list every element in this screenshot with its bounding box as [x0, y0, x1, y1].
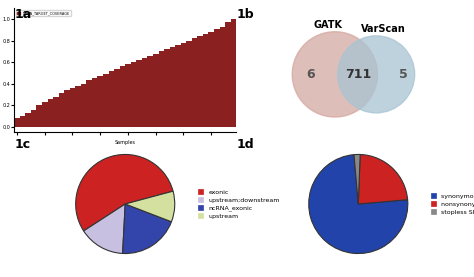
Text: 5: 5: [399, 68, 408, 81]
Bar: [20, 116, 25, 127]
Wedge shape: [76, 155, 173, 231]
Bar: [231, 19, 236, 127]
Bar: [98, 76, 103, 127]
Bar: [147, 56, 153, 127]
Bar: [36, 105, 42, 127]
Bar: [81, 84, 86, 127]
Bar: [125, 64, 131, 127]
Bar: [219, 27, 225, 127]
X-axis label: Samples: Samples: [115, 140, 136, 145]
Bar: [214, 29, 219, 127]
Bar: [153, 53, 158, 127]
Wedge shape: [309, 155, 408, 253]
Bar: [64, 90, 70, 127]
Wedge shape: [123, 204, 172, 253]
Bar: [197, 36, 203, 127]
Bar: [131, 62, 137, 127]
Bar: [142, 58, 147, 127]
Text: 1a: 1a: [14, 8, 31, 21]
Circle shape: [292, 32, 377, 117]
Text: 1d: 1d: [237, 138, 255, 152]
Bar: [119, 66, 125, 127]
Bar: [59, 93, 64, 127]
Bar: [53, 97, 59, 127]
Bar: [14, 118, 20, 127]
Bar: [70, 88, 75, 127]
Bar: [31, 109, 36, 127]
Circle shape: [337, 36, 415, 113]
Bar: [209, 32, 214, 127]
Text: 711: 711: [345, 68, 372, 81]
Text: 6: 6: [306, 68, 314, 81]
Bar: [92, 78, 98, 127]
Bar: [103, 74, 109, 127]
Bar: [47, 99, 53, 127]
Legend: synonymous SNV, nonsynonymous SNV, stopless SNV: synonymous SNV, nonsynonymous SNV, stopl…: [429, 192, 474, 216]
Bar: [109, 71, 114, 127]
Bar: [25, 113, 31, 127]
Bar: [75, 86, 81, 127]
Bar: [203, 34, 209, 127]
Bar: [186, 41, 192, 127]
Wedge shape: [354, 155, 360, 204]
Bar: [175, 45, 181, 127]
Bar: [170, 47, 175, 127]
Bar: [192, 39, 197, 127]
Bar: [181, 43, 186, 127]
Legend: exonic, upstream;downstream, ncRNA_exonic, upstream: exonic, upstream;downstream, ncRNA_exoni…: [196, 188, 281, 220]
Text: 1c: 1c: [14, 138, 30, 152]
Bar: [114, 69, 119, 127]
Text: 1b: 1b: [237, 8, 255, 21]
Bar: [86, 80, 92, 127]
Text: VarScan: VarScan: [361, 24, 405, 34]
Legend: MEAN_TARGET_COVERAGE: MEAN_TARGET_COVERAGE: [16, 10, 71, 16]
Bar: [42, 102, 47, 127]
Text: GATK: GATK: [313, 20, 343, 30]
Wedge shape: [125, 191, 175, 222]
Wedge shape: [83, 204, 125, 253]
Bar: [225, 22, 231, 127]
Bar: [164, 49, 170, 127]
Wedge shape: [358, 155, 408, 204]
Bar: [137, 60, 142, 127]
Bar: [158, 52, 164, 127]
